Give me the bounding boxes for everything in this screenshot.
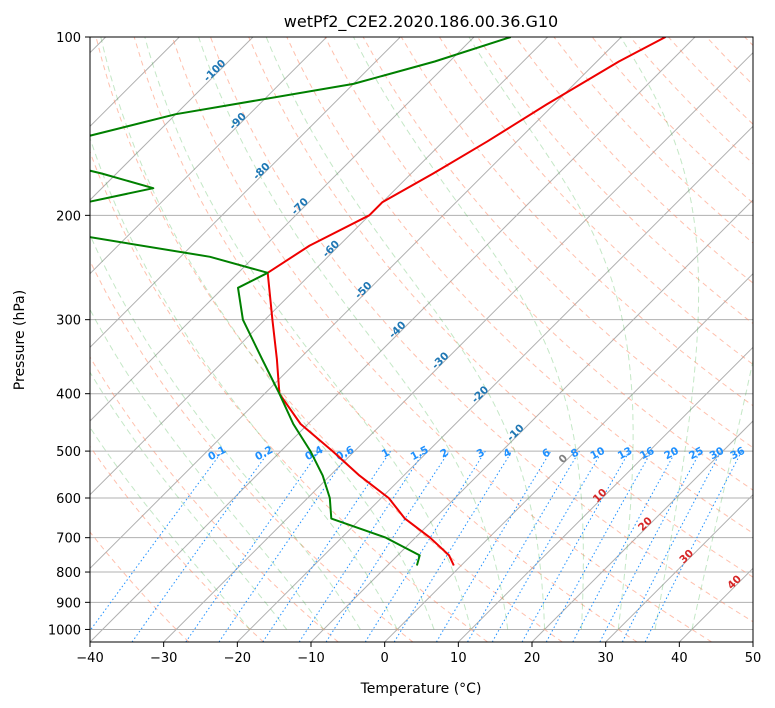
dry-adiabat-line <box>90 259 414 642</box>
x-tick-label: 20 <box>524 651 541 666</box>
dry-adiabat-line <box>90 356 339 642</box>
y-tick-label: 600 <box>56 492 81 507</box>
y-tick-label: 700 <box>56 532 81 547</box>
moist-adiabat-line <box>691 358 753 630</box>
dry-adiabat-line <box>438 37 753 366</box>
isotherm-line <box>90 37 549 496</box>
mixing-ratio-line <box>644 450 743 642</box>
mixing-ratio-line <box>325 450 450 642</box>
y-tick-label: 400 <box>56 388 81 403</box>
moist-adiabat-line <box>265 37 546 630</box>
mixing-ratio-line <box>262 450 392 642</box>
y-axis-label: Pressure (hPa) <box>12 290 28 390</box>
isotherm-line <box>90 37 254 201</box>
moist-adiabat-line <box>144 37 472 630</box>
dewpoint-profile <box>90 37 512 566</box>
y-tick-label: 1000 <box>48 623 81 638</box>
moist-adiabat-line <box>90 233 361 630</box>
isotherm-line <box>90 37 696 642</box>
y-tick-label: 200 <box>56 209 81 224</box>
chart-title: wetPf2_C2E2.2020.186.00.36.G10 <box>284 12 558 32</box>
mixing-ratio-line <box>572 450 677 642</box>
moist-adiabat-line <box>620 37 700 630</box>
y-tick-label: 900 <box>56 596 81 611</box>
dry-adiabat-line <box>210 37 753 623</box>
isotherm-line <box>163 51 753 642</box>
mixing-ratio-line <box>218 450 351 642</box>
isotherm-line <box>90 37 475 422</box>
mixing-ratio-line <box>545 450 653 642</box>
moist-adiabat-line <box>468 37 634 630</box>
moist-adiabat-line <box>90 426 251 630</box>
dry-adiabat-line <box>400 37 753 407</box>
dry-adiabat-line <box>90 445 264 642</box>
moist-adiabat-line <box>100 37 435 630</box>
dry-adiabat-line <box>248 37 753 578</box>
mixing-ratio-line <box>393 450 513 642</box>
isotherm-line <box>90 37 328 275</box>
x-tick-label: −40 <box>76 651 103 666</box>
moist-adiabat-line <box>353 37 584 630</box>
moist-adiabat-line <box>90 308 324 630</box>
y-tick-label: 300 <box>56 314 81 329</box>
isotherm-line <box>384 272 753 642</box>
x-tick-label: 50 <box>745 651 762 666</box>
x-tick-label: −30 <box>150 651 177 666</box>
dry-adiabat-line <box>90 531 190 642</box>
x-axis-label: Temperature (°C) <box>360 681 482 697</box>
isotherm-line <box>90 37 622 570</box>
x-tick-label: 10 <box>450 651 467 666</box>
plot-frame <box>89 36 754 643</box>
moist-adiabat-line <box>90 371 288 630</box>
isotherm-line <box>236 125 753 642</box>
y-tick-label: 500 <box>56 445 81 460</box>
mixing-ratio-line <box>185 450 320 642</box>
x-tick-label: 30 <box>597 651 614 666</box>
mixing-ratio-line <box>521 450 630 642</box>
moist-adiabat-line <box>90 136 398 630</box>
mixing-ratio-line <box>90 450 223 632</box>
x-tick-label: −10 <box>297 651 324 666</box>
mixing-ratio-line <box>131 450 270 642</box>
y-tick-label: 100 <box>56 31 81 46</box>
dry-adiabat-line <box>90 150 488 642</box>
dry-adiabat-line <box>95 37 563 642</box>
x-tick-label: −20 <box>224 651 251 666</box>
dry-adiabat-line <box>171 37 712 642</box>
mixing-ratio-line <box>298 450 425 642</box>
isotherm-line <box>605 493 753 642</box>
x-tick-label: 40 <box>671 651 688 666</box>
temperature-profile <box>266 37 666 566</box>
isotherm-line <box>457 346 753 642</box>
moist-adiabat-line <box>198 37 509 630</box>
isotherm-line <box>531 420 753 642</box>
x-tick-label: 0 <box>381 651 389 666</box>
isotherm-line <box>90 37 401 349</box>
dry-adiabat-line <box>286 37 753 534</box>
y-tick-label: 800 <box>56 566 81 581</box>
dry-adiabat-line <box>515 37 753 284</box>
